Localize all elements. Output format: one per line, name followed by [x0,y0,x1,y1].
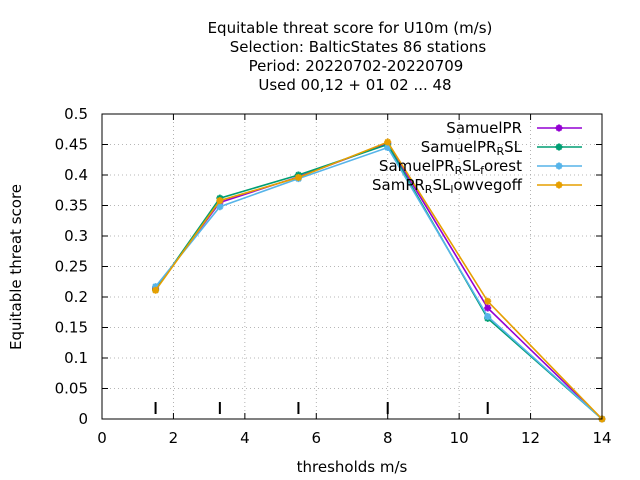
y-axis-label: Equitable threat score [7,184,25,350]
data-point [384,138,392,146]
data-point [152,286,160,294]
x-axis-label: thresholds m/s [297,458,408,476]
legend-entry: SamPRRSLlowvegoff [372,176,582,196]
x-tick-label: 8 [383,429,393,447]
chart-title: Equitable threat score for U10m (m/s) Se… [208,19,493,94]
x-tick-label: 14 [592,429,611,447]
data-point [484,297,492,305]
series-layer [152,138,606,423]
y-tick-label: 0.05 [55,380,88,398]
y-tick-label: 0.15 [55,319,88,337]
legend-marker [555,124,563,132]
legend-label: SamuelPRRSL [421,138,523,158]
axis-ticks: 0 0.05 0.1 0.15 0.2 0.25 0.3 0.35 0.4 0.45 0.5 0 2 4 6… [55,105,612,447]
y-tick-label: 0.1 [64,349,88,367]
legend: SamuelPRSamuelPRRSLSamuelPRRSLforestSamP… [372,119,582,196]
data-point [216,197,224,205]
data-point [152,283,160,291]
title-line-4: Used 00,12 + 01 02 ... 48 [258,76,451,94]
legend-label: SamuelPRRSLforest [379,157,522,177]
legend-label: SamuelPR [446,119,522,137]
title-line-1: Equitable threat score for U10m (m/s) [208,19,493,37]
y-tick-label: 0.35 [55,197,88,215]
series-line [154,146,603,420]
legend-entry: SamuelPRRSL [421,138,582,158]
threshold-markers [154,402,489,414]
x-tick-label: 2 [169,429,179,447]
x-tick-label: 4 [240,429,250,447]
title-line-3: Period: 20220702-20220709 [249,57,464,75]
y-tick-label: 0 [78,410,88,428]
x-tick-label: 12 [521,429,540,447]
x-tick-label: 10 [450,429,469,447]
series-line [154,141,603,420]
legend-label: SamPRRSLlowvegoff [372,176,523,196]
y-tick-label: 0.4 [64,166,88,184]
data-point [484,313,492,321]
data-point [484,304,492,312]
data-point [384,144,392,152]
legend-entry: SamuelPR [446,119,582,137]
legend-marker [555,181,563,189]
x-tick-label: 6 [312,429,322,447]
data-point [216,203,224,211]
x-tick-label: 0 [97,429,107,447]
y-tick-label: 0.5 [64,105,88,123]
y-tick-label: 0.45 [55,136,88,154]
y-tick-label: 0.25 [55,258,88,276]
legend-entry: SamuelPRRSLforest [379,157,582,177]
legend-marker [555,143,563,151]
y-tick-label: 0.2 [64,288,88,306]
data-point [294,173,302,181]
title-line-2: Selection: BalticStates 86 stations [230,38,487,56]
legend-marker [555,162,563,170]
y-tick-label: 0.3 [64,227,88,245]
